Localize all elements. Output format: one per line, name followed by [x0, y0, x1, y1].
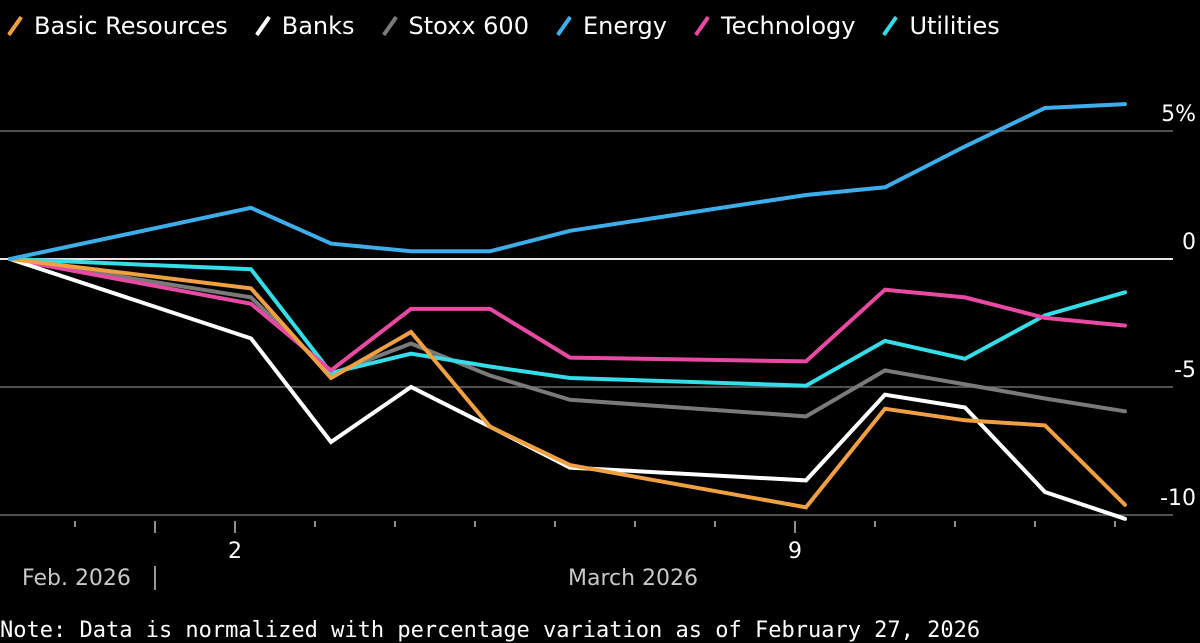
period-label-feb: Feb. 2026: [22, 566, 131, 591]
period-label-march: March 2026: [568, 566, 698, 591]
line-chart: 5% 0 -5 -10 2 9 Feb. 2026 March 2026: [0, 102, 1196, 591]
legend-label: Basic Resources: [34, 12, 228, 40]
y-tick-label: 5%: [1161, 102, 1196, 127]
series-line-utilities: [8, 257, 1127, 388]
legend-item: Utilities: [879, 12, 999, 40]
gridlines: [0, 130, 1173, 516]
legend-item: Technology: [691, 12, 855, 40]
legend-item: Basic Resources: [4, 12, 228, 40]
legend-label: Banks: [281, 12, 355, 40]
legend-label: Stoxx 600: [408, 12, 529, 40]
x-axis: 2 9 Feb. 2026 March 2026: [22, 521, 1116, 591]
legend-label: Utilities: [909, 12, 1000, 40]
legend-label: Technology: [721, 12, 856, 40]
series-lines: [8, 102, 1127, 521]
legend-item: Energy: [553, 12, 667, 40]
chart-note: Note: Data is normalized with percentage…: [0, 618, 981, 643]
y-tick-label: 0: [1182, 230, 1196, 255]
y-axis-labels: 5% 0 -5 -10: [1160, 102, 1196, 511]
series-line-stoxx-600: [8, 257, 1127, 419]
series-line-banks: [8, 257, 1127, 521]
series-line-basic-resources: [8, 257, 1127, 510]
x-tick-label: 2: [228, 539, 242, 564]
legend-label: Energy: [582, 12, 667, 40]
legend-item: Stoxx 600: [379, 12, 529, 40]
legend: Basic Resources Banks Stoxx 600 Energy Techn…: [0, 8, 1020, 44]
y-tick-label: -10: [1160, 486, 1196, 511]
legend-item: Banks: [252, 12, 355, 40]
y-tick-label: -5: [1174, 358, 1196, 383]
series-line-energy: [8, 102, 1127, 261]
x-tick-label: 9: [788, 539, 802, 564]
